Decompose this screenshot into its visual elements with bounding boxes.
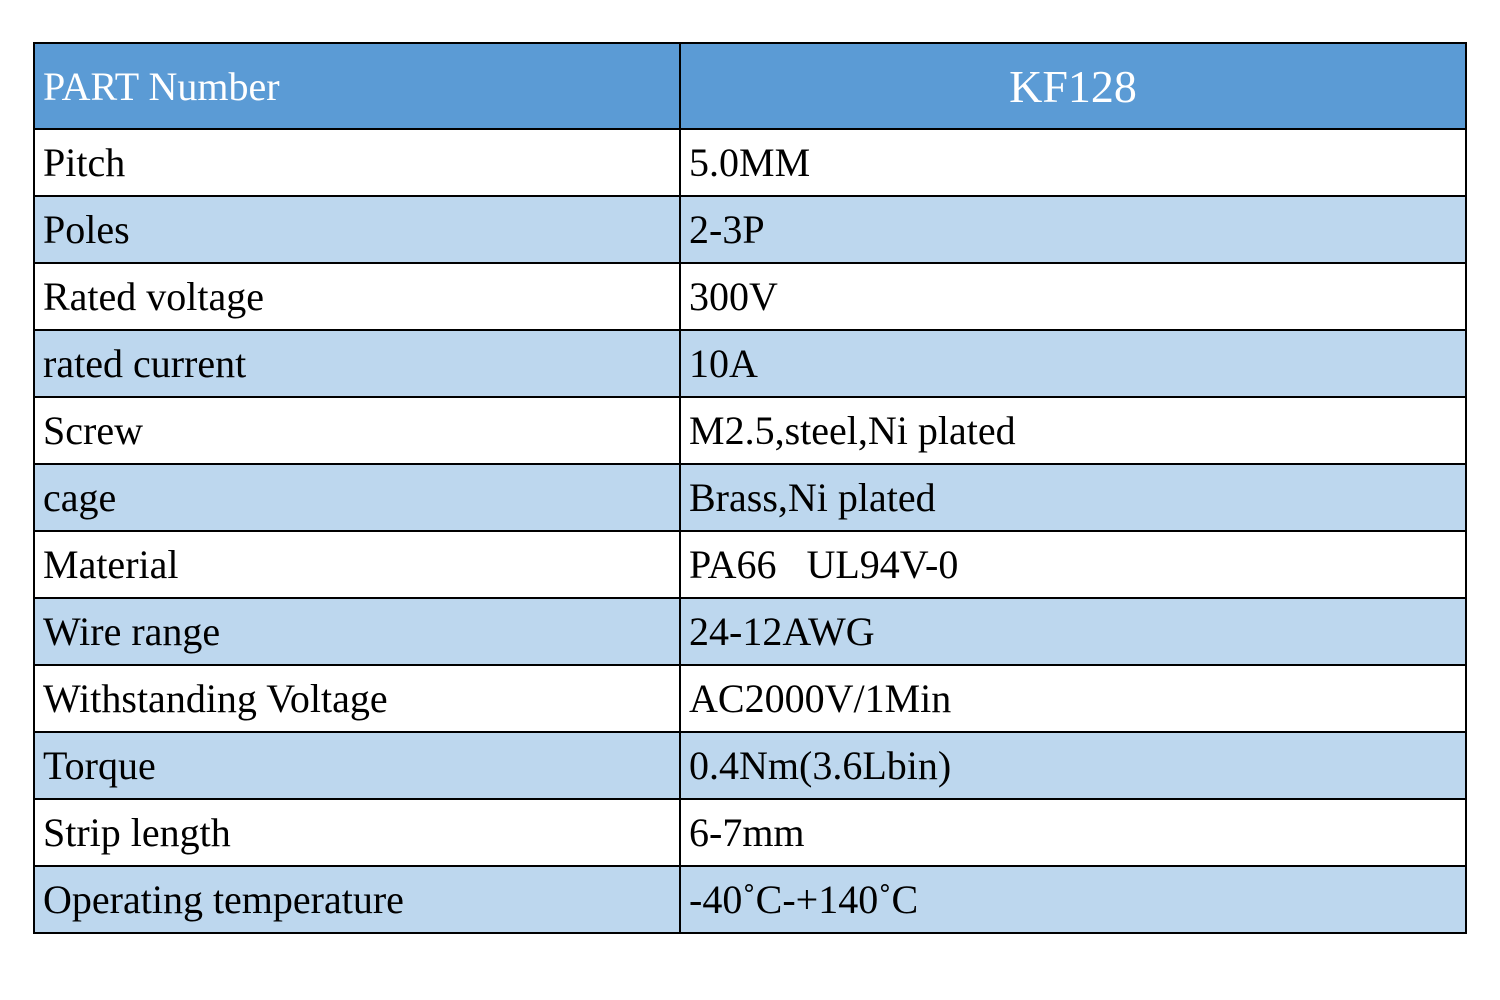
spec-label: Wire range (33, 597, 681, 666)
spec-row: Operating temperature -40˚C-+140˚C (33, 865, 1467, 934)
spec-row: Withstanding Voltage AC2000V/1Min (33, 664, 1467, 733)
spec-value: Brass,Ni plated (679, 463, 1467, 532)
table-body: PART Number KF128 Pitch 5.0MM Poles 2-3P Rat… (33, 42, 1467, 934)
spec-label: Pitch (33, 128, 681, 197)
spec-label: Material (33, 530, 681, 599)
spec-row: Poles 2-3P (33, 195, 1467, 264)
spec-row: Rated voltage 300V (33, 262, 1467, 331)
header-cell: PART Number (33, 42, 681, 130)
spec-label: Screw (33, 396, 681, 465)
spec-row: Wire range 24-12AWG (33, 597, 1467, 666)
spec-label: rated current (33, 329, 681, 398)
spec-value: 0.4Nm(3.6Lbin) (679, 731, 1467, 800)
spec-row: Material PA66 UL94V-0 (33, 530, 1467, 599)
spec-value: PA66 UL94V-0 (679, 530, 1467, 599)
spec-value: M2.5,steel,Ni plated (679, 396, 1467, 465)
spec-row: rated current 10A (33, 329, 1467, 398)
spec-label: cage (33, 463, 681, 532)
spec-label: Torque (33, 731, 681, 800)
spec-value: 5.0MM (679, 128, 1467, 197)
spec-row: Strip length 6-7mm (33, 798, 1467, 867)
spec-table: PART Number KF128 Pitch 5.0MM Poles 2-3P Rat… (33, 42, 1467, 934)
spec-row: Screw M2.5,steel,Ni plated (33, 396, 1467, 465)
spec-row: Torque 0.4Nm(3.6Lbin) (33, 731, 1467, 800)
header-row: PART Number KF128 (33, 42, 1467, 130)
spec-row: Pitch 5.0MM (33, 128, 1467, 197)
header-cell: KF128 (679, 42, 1467, 130)
spec-value: -40˚C-+140˚C (679, 865, 1467, 934)
spec-label: Strip length (33, 798, 681, 867)
spec-value: 24-12AWG (679, 597, 1467, 666)
spec-value: 2-3P (679, 195, 1467, 264)
spec-value: AC2000V/1Min (679, 664, 1467, 733)
spec-label: Withstanding Voltage (33, 664, 681, 733)
spec-value: 300V (679, 262, 1467, 331)
spec-value: 6-7mm (679, 798, 1467, 867)
spec-value: 10A (679, 329, 1467, 398)
spec-label: Operating temperature (33, 865, 681, 934)
spec-label: Rated voltage (33, 262, 681, 331)
spec-label: Poles (33, 195, 681, 264)
spec-row: cage Brass,Ni plated (33, 463, 1467, 532)
